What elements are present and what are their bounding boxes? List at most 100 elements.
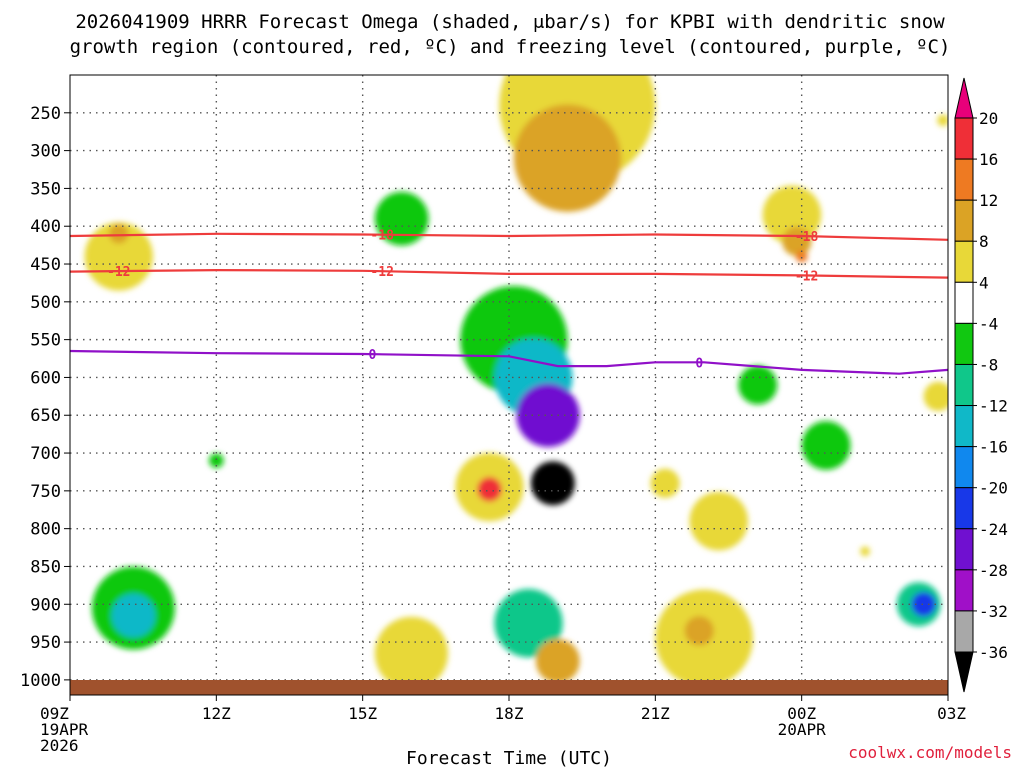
omega-cell-21 [689,491,749,551]
colorbar-label-13: -36 [979,643,1008,662]
contour-label-dendritic-bottom-2: -12 [795,269,818,284]
contour-freezing-level [70,349,948,375]
colorbar-label-4: 4 [979,273,989,292]
colorbar-label-9: -20 [979,479,1008,498]
omega-cell-3 [513,104,622,212]
omega-cell-20 [650,468,680,498]
colorbar-label-3: 8 [979,232,989,251]
y-tick-label-3: 400 [30,217,61,237]
omega-cell-12 [494,589,563,658]
contour-label-freezing-level-1: 0 [695,356,703,371]
omega-cell-23 [684,616,714,646]
plot-frame [69,74,949,696]
contour-dendritic-top [70,232,948,241]
x-tick-label-6-0: 03Z [937,704,966,723]
y-tick-label-1: 300 [30,142,61,162]
y-tick-label-8: 650 [30,406,61,426]
colorbar-swatch-13 [954,610,974,653]
colorbar-swatch-3 [954,199,974,242]
omega-cell-16 [374,616,449,690]
omega-shading [84,75,948,690]
y-tick-label-12: 850 [30,557,61,577]
y-tick-label-11: 800 [30,520,61,540]
colorbar-swatch-2 [954,158,974,201]
colorbar-swatch-1 [954,117,974,160]
y-tick-label-9: 700 [30,444,61,464]
colorbar-label-11: -28 [979,561,1008,580]
y-tick-label-13: 900 [30,595,61,615]
contour-label-dendritic-bottom-1: -12 [370,265,393,280]
omega-cell-5 [782,226,812,256]
y-tick-label-4: 450 [30,255,61,275]
y-axis: 250 300 350 400 450 500 550 600 650 700 750 800 850 9… [20,104,70,691]
x-tick-label-5-0: 00Z [787,704,816,723]
colorbar-swatch-7 [954,363,974,407]
colorbar-label-1: 16 [979,150,998,169]
colorbar-label-8: -16 [979,438,1008,457]
chart-title-line-1: 2026041909 HRRR Forecast Omega (shaded, … [75,11,945,33]
colorbar-swatch-12 [954,569,974,612]
y-tick-label-2: 350 [30,179,61,199]
y-tick-label-6: 550 [30,331,61,351]
watermark: coolwx.com/models [848,743,1012,762]
contour-label-freezing-level-0: 0 [369,348,377,363]
ground-bar [70,680,948,695]
y-tick-label-0: 250 [30,104,61,124]
colorbar: 20 16 12 8 4 -4 -8 -12 -16 -20 -24 -28 -32 -36 [954,77,1008,693]
omega-cell-11 [530,461,575,506]
colorbar-swatch-0 [954,77,974,119]
omega-cell-28 [923,381,948,411]
x-tick-label-4-0: 21Z [641,704,670,723]
omega-cell-29 [937,114,948,127]
omega-cell-19 [209,453,224,468]
x-tick-label-5-1: 20APR [778,720,827,739]
chart-title-line-2: growth region (contoured, red, ºC) and f… [70,36,951,58]
colorbar-swatch-4 [954,240,974,283]
omega-cell-27 [911,592,936,617]
omega-cell-4 [762,185,822,245]
colorbar-swatch-14 [954,651,974,693]
omega-cell-1 [109,224,129,244]
omega-cell-25 [738,365,778,405]
x-tick-label-2-0: 15Z [348,704,377,723]
colorbar-label-10: -24 [979,520,1008,539]
contour-dendritic-bottom [70,268,948,279]
x-axis-label: Forecast Time (UTC) [406,748,612,768]
y-tick-label-10: 750 [30,482,61,502]
colorbar-swatch-8 [954,405,974,448]
omega-cell-6 [795,250,808,263]
omega-cell-14 [477,477,502,502]
colorbar-label-0: 20 [979,109,998,128]
x-tick-label-0-1: 19APR [40,720,89,739]
contour-label-dendritic-top-0: -18 [370,229,394,244]
contour-label-dendritic-bottom-0: -12 [107,265,130,280]
colorbar-swatch-6 [954,322,974,365]
x-tick-label-1-0: 12Z [202,704,231,723]
colorbar-label-7: -12 [979,397,1008,416]
contour-lines: -18 -18 -12 -12 -12 0 0 [70,229,948,375]
y-tick-label-7: 600 [30,368,61,388]
contour-label-dendritic-top-1: -18 [795,230,819,245]
omega-cell-0 [84,222,153,291]
x-tick-label-0-0: 09Z [40,704,69,723]
omega-cell-10 [516,383,580,447]
y-tick-label-14: 950 [30,633,61,653]
x-tick-label-3-0: 18Z [495,704,524,723]
colorbar-label-6: -8 [979,355,998,374]
colorbar-swatch-5 [954,281,974,324]
y-tick-label-15: 1000 [20,671,61,691]
colorbar-swatch-11 [954,528,974,571]
x-tick-label-0-2: 2026 [40,736,79,755]
omega-cell-30 [860,546,870,557]
omega-cell-24 [801,421,851,470]
colorbar-label-12: -32 [979,602,1008,621]
omega-cell-18 [111,593,156,638]
colorbar-swatch-10 [954,487,974,530]
omega-cell-7 [374,191,429,246]
omega-cell-15 [535,639,580,683]
y-tick-label-5: 500 [30,293,61,313]
colorbar-swatch-9 [954,446,974,489]
